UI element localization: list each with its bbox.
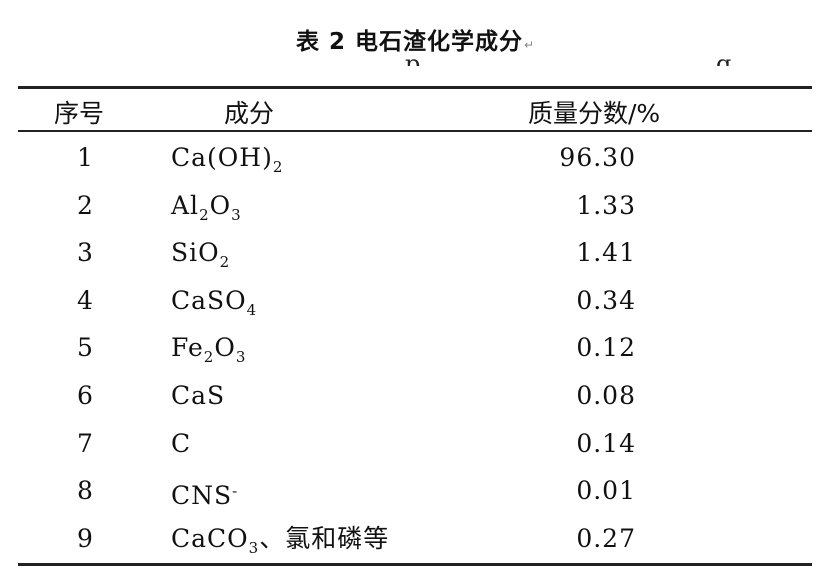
row-mass-fraction: 0.08 (576, 381, 636, 410)
row-component: CaS (171, 372, 225, 420)
table-bottom-rule (18, 563, 812, 566)
row-index: 5 (77, 333, 93, 363)
row-index: 3 (77, 238, 93, 268)
row-component: CNS- (171, 467, 238, 520)
row-component: Al2O3 (171, 182, 242, 239)
table-row: 7 C 0.14 (0, 420, 831, 468)
formula-text: CNS (171, 481, 233, 511)
table-caption: 表 2 电石渣化学成分↵ (0, 22, 831, 56)
formula-text: C (171, 428, 192, 458)
row-component: Ca(OH)2 (171, 134, 283, 191)
table-row: 4 CaSO4 0.34 (0, 277, 831, 325)
formula-text: O (214, 333, 236, 363)
formula-text: 、氯和磷等 (259, 523, 390, 553)
table-row: 6 CaS 0.08 (0, 372, 831, 420)
row-index: 4 (77, 285, 93, 315)
row-index: 8 (77, 476, 93, 506)
formula-text: Al (171, 190, 200, 220)
row-component: CaSO4 (171, 277, 257, 334)
formula-subscript: 2 (203, 348, 215, 367)
cropped-glyph-right: g (716, 50, 732, 66)
row-component: Fe2O3 (171, 324, 246, 381)
formula-subscript: 3 (235, 348, 247, 367)
table-top-rule (18, 86, 812, 89)
formula-superscript: - (232, 482, 239, 501)
table-row: 2 Al2O3 1.33 (0, 182, 831, 230)
header-mass-fraction: 质量分数/% (528, 99, 661, 128)
formula-text: CaSO (171, 285, 247, 315)
row-mass-fraction: 0.14 (576, 428, 636, 458)
formula-text: Fe (171, 333, 204, 363)
row-index: 1 (77, 143, 93, 172)
formula-text: SiO (171, 238, 220, 268)
formula-subscript: 4 (246, 300, 258, 319)
formula-subscript: 3 (231, 205, 242, 224)
row-mass-fraction: 1.41 (576, 238, 636, 268)
formula-subscript: 2 (272, 158, 284, 176)
row-component: SiO2 (171, 229, 230, 286)
formula-subscript: 2 (219, 253, 231, 272)
formula-text: Ca(OH) (171, 143, 273, 172)
formula-text: O (209, 190, 232, 220)
row-mass-fraction: 0.27 (576, 523, 636, 553)
row-mass-fraction: 0.01 (576, 476, 636, 506)
table-row: 9 CaCO3、氯和磷等 0.27 (0, 515, 831, 563)
formula-subscript: 3 (248, 538, 260, 557)
paragraph-mark-icon: ↵ (523, 38, 536, 52)
caption-text: 表 2 电石渣化学成分 (295, 29, 523, 55)
table-row: 5 Fe2O3 0.12 (0, 324, 831, 372)
table-row: 3 SiO2 1.41 (0, 229, 831, 277)
row-mass-fraction: 96.30 (559, 143, 636, 172)
cropped-glyph-left: p (405, 50, 421, 66)
row-mass-fraction: 1.33 (576, 190, 636, 220)
formula-text: CaS (171, 381, 226, 410)
table-row: 8 CNS- 0.01 (0, 467, 831, 515)
row-index: 2 (77, 190, 93, 220)
table-row: 1 Ca(OH)2 96.30 (0, 134, 831, 182)
row-component: C (171, 420, 191, 468)
table-header-rule (18, 130, 812, 132)
formula-text: CaCO (171, 523, 249, 553)
row-index: 6 (77, 381, 93, 410)
header-index: 序号 (54, 99, 105, 128)
row-component: CaCO3、氯和磷等 (171, 515, 389, 572)
row-mass-fraction: 0.12 (576, 333, 636, 363)
formula-subscript: 2 (199, 205, 210, 224)
header-component: 成分 (224, 99, 275, 128)
row-mass-fraction: 0.34 (576, 285, 636, 315)
row-index: 9 (77, 523, 93, 553)
cropped-text-line: p g (0, 44, 831, 66)
row-index: 7 (77, 428, 93, 458)
